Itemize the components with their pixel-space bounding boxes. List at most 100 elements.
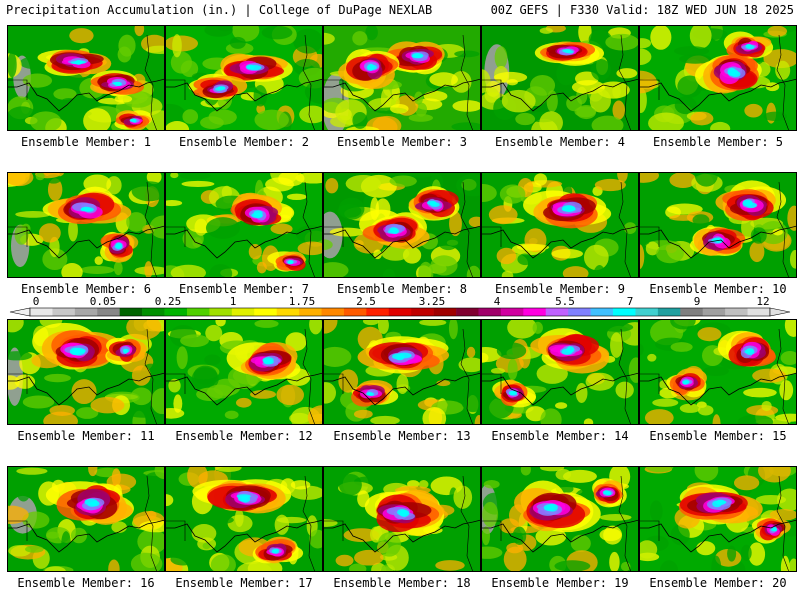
precip-map [323, 319, 481, 425]
colorbar-max-arrow [769, 307, 791, 317]
precip-map [7, 466, 165, 572]
colorbar-swatch [568, 308, 591, 316]
border-line [639, 225, 797, 259]
member-label: Ensemble Member: 4 [494, 135, 626, 149]
colorbar-swatch [500, 308, 524, 316]
state-border [323, 181, 474, 278]
colorbar-tick-label: 5.5 [555, 295, 575, 308]
colorbar-swatch [456, 308, 479, 316]
colorbar-tick-label: 4 [494, 295, 501, 308]
precip-map [639, 172, 797, 278]
ensemble-panel: Ensemble Member: 5 [639, 25, 797, 153]
colorbar-tick-label: 7 [627, 295, 634, 308]
ensemble-panel: Ensemble Member: 19 [481, 466, 639, 594]
colorbar-svg: 0 0.05 0.25 1 1.75 2.5 3.25 4 5.5 7 9 12 [9, 295, 791, 317]
colorbar-tick-label: 2.5 [356, 295, 376, 308]
border-line [323, 225, 481, 259]
precip-map [7, 25, 165, 131]
precip-map [165, 466, 323, 572]
border-line [165, 519, 323, 553]
member-label: Ensemble Member: 3 [336, 135, 468, 149]
member-label: Ensemble Member: 11 [17, 429, 155, 443]
ensemble-panel: Ensemble Member: 17 [165, 466, 323, 594]
member-label: Ensemble Member: 16 [17, 576, 155, 590]
state-border [639, 328, 790, 425]
colorbar-swatch [52, 308, 76, 316]
colorbar-tick-label: 0.25 [155, 295, 182, 308]
state-border [323, 328, 474, 425]
colorbar-swatch [231, 308, 255, 316]
precip-map [7, 172, 165, 278]
ensemble-panel: Ensemble Member: 8 [323, 172, 481, 300]
precip-map [639, 25, 797, 131]
colorbar-swatch [747, 308, 771, 316]
state-border [639, 475, 790, 572]
precip-map [165, 319, 323, 425]
state-border [481, 328, 632, 425]
precip-map [323, 466, 481, 572]
member-label: Ensemble Member: 7 [178, 282, 310, 296]
state-border [639, 181, 790, 278]
colorbar-tick-label: 0.05 [90, 295, 117, 308]
ensemble-panel: Ensemble Member: 18 [323, 466, 481, 594]
state-border [165, 181, 316, 278]
header-valid-time: 00Z GEFS | F330 Valid: 18Z WED JUN 18 20… [490, 3, 794, 17]
border-line [481, 372, 639, 406]
border-line [165, 225, 323, 259]
colorbar-swatch [321, 308, 345, 316]
colorbar-swatch [523, 308, 547, 316]
colorbar-swatch [186, 308, 210, 316]
colorbar-swatch [97, 308, 120, 316]
member-label: Ensemble Member: 6 [20, 282, 152, 296]
colorbar-swatch [164, 308, 188, 316]
member-label: Ensemble Member: 9 [494, 282, 626, 296]
border-line [7, 225, 165, 259]
border-line [165, 372, 323, 406]
ensemble-panel: Ensemble Member: 7 [165, 172, 323, 300]
state-border [323, 34, 474, 131]
colorbar-swatch [478, 308, 502, 316]
colorbar-swatch [613, 308, 636, 316]
member-label: Ensemble Member: 19 [491, 576, 629, 590]
precip-map [481, 466, 639, 572]
ensemble-panel: Ensemble Member: 1 [7, 25, 165, 153]
colorbar-swatch [74, 308, 98, 316]
member-label: Ensemble Member: 5 [652, 135, 784, 149]
header-title: Precipitation Accumulation (in.) | Colle… [6, 3, 433, 17]
ensemble-panel: Ensemble Member: 16 [7, 466, 165, 594]
state-border [323, 475, 474, 572]
border-line [323, 372, 481, 406]
border-line [7, 78, 165, 112]
colorbar-tick-label: 12 [756, 295, 769, 308]
colorbar-swatch [366, 308, 390, 316]
colorbar-swatch [209, 308, 233, 316]
colorbar-swatch [680, 308, 704, 316]
member-label: Ensemble Member: 12 [175, 429, 313, 443]
colorbar-tick-label: 1 [230, 295, 237, 308]
colorbar-swatch [411, 308, 434, 316]
colorbar-swatch [725, 308, 748, 316]
colorbar-swatch [119, 308, 143, 316]
ensemble-panel: Ensemble Member: 2 [165, 25, 323, 153]
member-label: Ensemble Member: 10 [649, 282, 787, 296]
state-border [7, 328, 158, 425]
border-line [481, 519, 639, 553]
state-border [165, 34, 316, 131]
border-line [481, 225, 639, 259]
ensemble-panel: Ensemble Member: 15 [639, 319, 797, 447]
precip-map [323, 25, 481, 131]
ensemble-panel: Ensemble Member: 11 [7, 319, 165, 447]
colorbar-tick-label: 0 [33, 295, 40, 308]
ensemble-panel: Ensemble Member: 14 [481, 319, 639, 447]
ensemble-panel: Ensemble Member: 13 [323, 319, 481, 447]
state-border [639, 34, 790, 131]
precip-map [481, 25, 639, 131]
ensemble-panel: Ensemble Member: 12 [165, 319, 323, 447]
precip-map [481, 172, 639, 278]
ensemble-panel: Ensemble Member: 4 [481, 25, 639, 153]
state-border [165, 475, 316, 572]
precip-map [165, 172, 323, 278]
colorbar-swatch [254, 308, 277, 316]
member-label: Ensemble Member: 14 [491, 429, 629, 443]
border-line [323, 78, 481, 112]
